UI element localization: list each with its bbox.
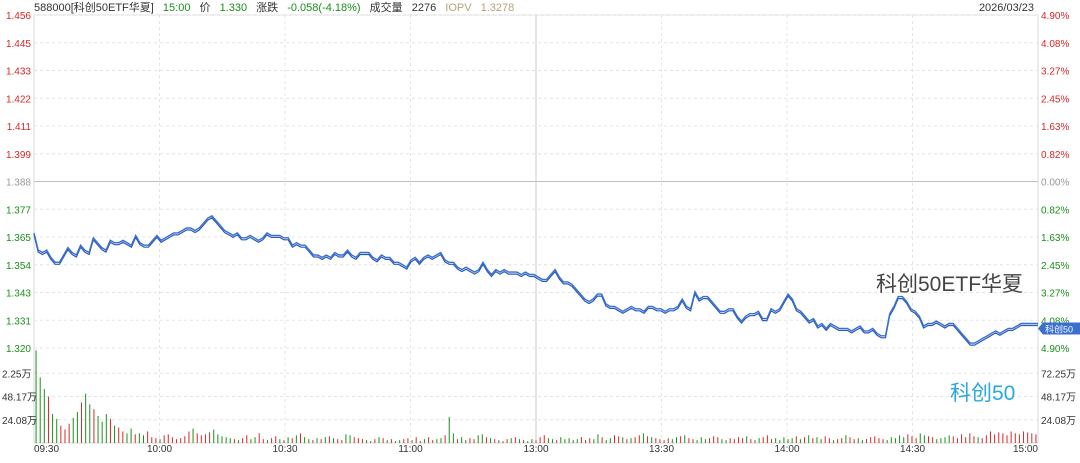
time-tick-label: 14:30 <box>900 444 925 455</box>
percent-tick-label: 4.08% <box>1041 39 1069 50</box>
percent-tick-label: 4.90% <box>1041 344 1069 355</box>
time-tick-label: 13:30 <box>649 444 674 455</box>
time-tick-label: 10:30 <box>272 444 297 455</box>
price-label: 价 <box>199 2 211 14</box>
percent-tick-label: 2.45% <box>1041 261 1069 272</box>
watermark-sub: 科创50 <box>950 382 1016 405</box>
price-tick-label: 1.422 <box>6 94 31 105</box>
grid-lines <box>33 14 1039 444</box>
percent-tick-label: 3.27% <box>1041 289 1069 300</box>
volume-tick-label-right: 72.25万 <box>1041 369 1076 380</box>
iopv-value: 1.3278 <box>480 2 515 14</box>
price-tick-label: 1.445 <box>6 39 31 50</box>
percent-tick-label: 0.82% <box>1041 205 1069 216</box>
volume-tick-label: 24.08万 <box>2 416 37 427</box>
price-tick-label: 1.411 <box>7 122 32 133</box>
last-tag-text: 科创50 <box>1045 324 1073 335</box>
time-axis-labels: 09:30 10:00 10:30 11:00 13:00 13:30 14:00 14:30… <box>34 444 1038 455</box>
volume-tick-label-right: 24.08万 <box>1041 416 1076 427</box>
time-tick-label: 10:00 <box>147 444 172 455</box>
volume-label: 成交量 <box>369 2 403 14</box>
time-tick-label: 14:00 <box>774 444 799 455</box>
volume-bars <box>35 350 1037 443</box>
price-value: 1.330 <box>219 2 248 14</box>
percent-tick-label: 0.00% <box>1041 178 1069 189</box>
price-lines <box>33 214 1038 346</box>
price-tick-label: 1.320 <box>6 344 31 355</box>
price-tick-label: 1.343 <box>6 289 31 300</box>
percent-tick-label: 1.63% <box>1041 233 1069 244</box>
iopv-label: IOPV <box>445 2 472 14</box>
time-tick-label: 09:30 <box>34 444 59 455</box>
percent-tick-label: 0.82% <box>1041 150 1069 161</box>
price-tick-label: 1.456 <box>6 11 31 22</box>
percent-axis-labels: 4.90% 4.08% 3.27% 2.45% 1.63% 0.82% 0.00% 0.82%… <box>1041 11 1069 355</box>
volume-tick-label-right: 48.17万 <box>1041 393 1076 404</box>
price-tick-label: 1.354 <box>6 261 31 272</box>
date-label: 2026/03/23 <box>978 2 1034 14</box>
price-line <box>33 214 1038 344</box>
time-value: 15:00 <box>162 2 191 14</box>
iopv-line <box>33 217 1038 346</box>
price-tick-label: 1.388 <box>6 178 31 189</box>
price-tick-label: 1.365 <box>6 233 31 244</box>
last-price-tag: 科创50 <box>1038 322 1080 335</box>
time-tick-label: 15:00 <box>1013 444 1038 455</box>
last-tag-box <box>1038 322 1080 335</box>
chart-header: 588000[科创50ETF华夏] 15:00 价 1.330 涨跌 -0.05… <box>34 0 520 16</box>
volume-value: 2276 <box>411 2 437 14</box>
percent-tick-label: 2.45% <box>1041 94 1069 105</box>
volume-axis-labels-left: 2.25万 48.17万 24.08万 <box>2 369 37 427</box>
percent-tick-label: 4.08% <box>1041 316 1069 327</box>
percent-tick-label: 1.63% <box>1041 122 1069 133</box>
percent-tick-label: 4.90% <box>1041 11 1069 22</box>
percent-tick-label: 3.27% <box>1041 67 1069 78</box>
volume-tick-label: 48.17万 <box>2 393 37 404</box>
change-value: -0.058(-4.18%) <box>287 2 361 14</box>
watermark-name: 科创50ETF华夏 <box>876 273 1024 296</box>
change-label: 涨跌 <box>256 2 279 14</box>
volume-tick-label: 2.25万 <box>2 369 31 380</box>
price-tick-label: 1.331 <box>6 316 31 327</box>
time-tick-label: 13:00 <box>523 444 548 455</box>
price-axis-labels: 1.456 1.445 1.433 1.422 1.411 1.399 1.388 1.377… <box>6 11 31 355</box>
price-tick-label: 1.433 <box>6 67 31 78</box>
time-tick-label: 11:00 <box>398 444 423 455</box>
price-tick-label: 1.399 <box>6 150 31 161</box>
symbol-label: 588000[科创50ETF华夏] <box>34 2 154 14</box>
price-tick-label: 1.377 <box>6 205 31 216</box>
volume-axis-labels-right: 72.25万 48.17万 24.08万 <box>1041 369 1076 427</box>
